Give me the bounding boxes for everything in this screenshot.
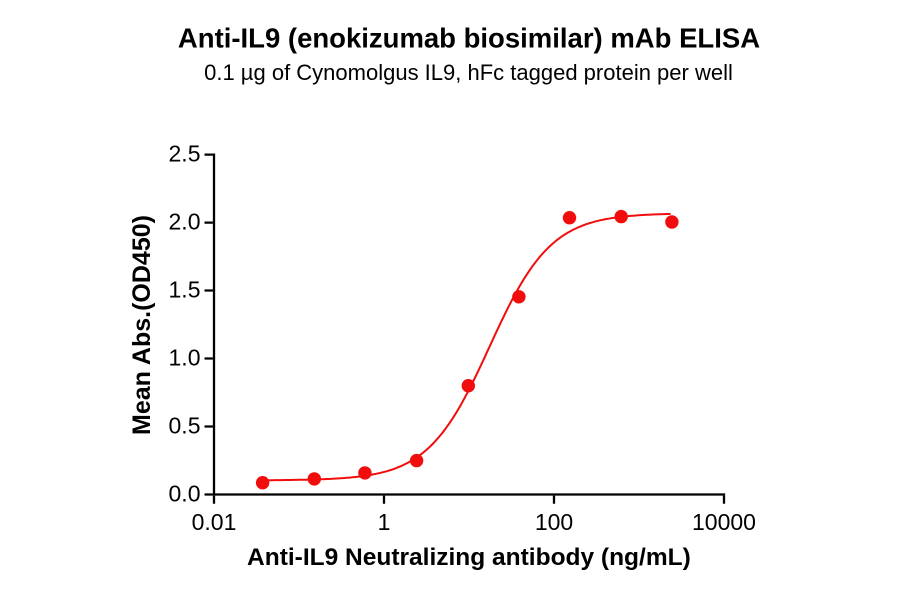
svg-text:Mean Abs.(OD450): Mean Abs.(OD450): [128, 215, 156, 435]
svg-text:100: 100: [535, 509, 573, 535]
svg-text:0.5: 0.5: [169, 412, 201, 438]
svg-text:1.5: 1.5: [169, 276, 201, 302]
svg-text:0.0: 0.0: [169, 480, 201, 506]
svg-text:2.0: 2.0: [169, 208, 201, 234]
svg-text:Anti-IL9 Neutralizing antibody: Anti-IL9 Neutralizing antibody (ng/mL): [247, 544, 691, 571]
svg-text:1.0: 1.0: [169, 344, 201, 370]
svg-text:0.1 µg of Cynomolgus IL9, hFc: 0.1 µg of Cynomolgus IL9, hFc tagged pro…: [204, 60, 733, 85]
svg-text:Anti-IL9 (enokizumab biosimila: Anti-IL9 (enokizumab biosimilar) mAb ELI…: [178, 22, 760, 53]
svg-text:2.5: 2.5: [169, 140, 201, 166]
svg-text:0.01: 0.01: [192, 509, 237, 535]
svg-text:1: 1: [378, 509, 391, 535]
svg-text:10000: 10000: [692, 509, 756, 535]
